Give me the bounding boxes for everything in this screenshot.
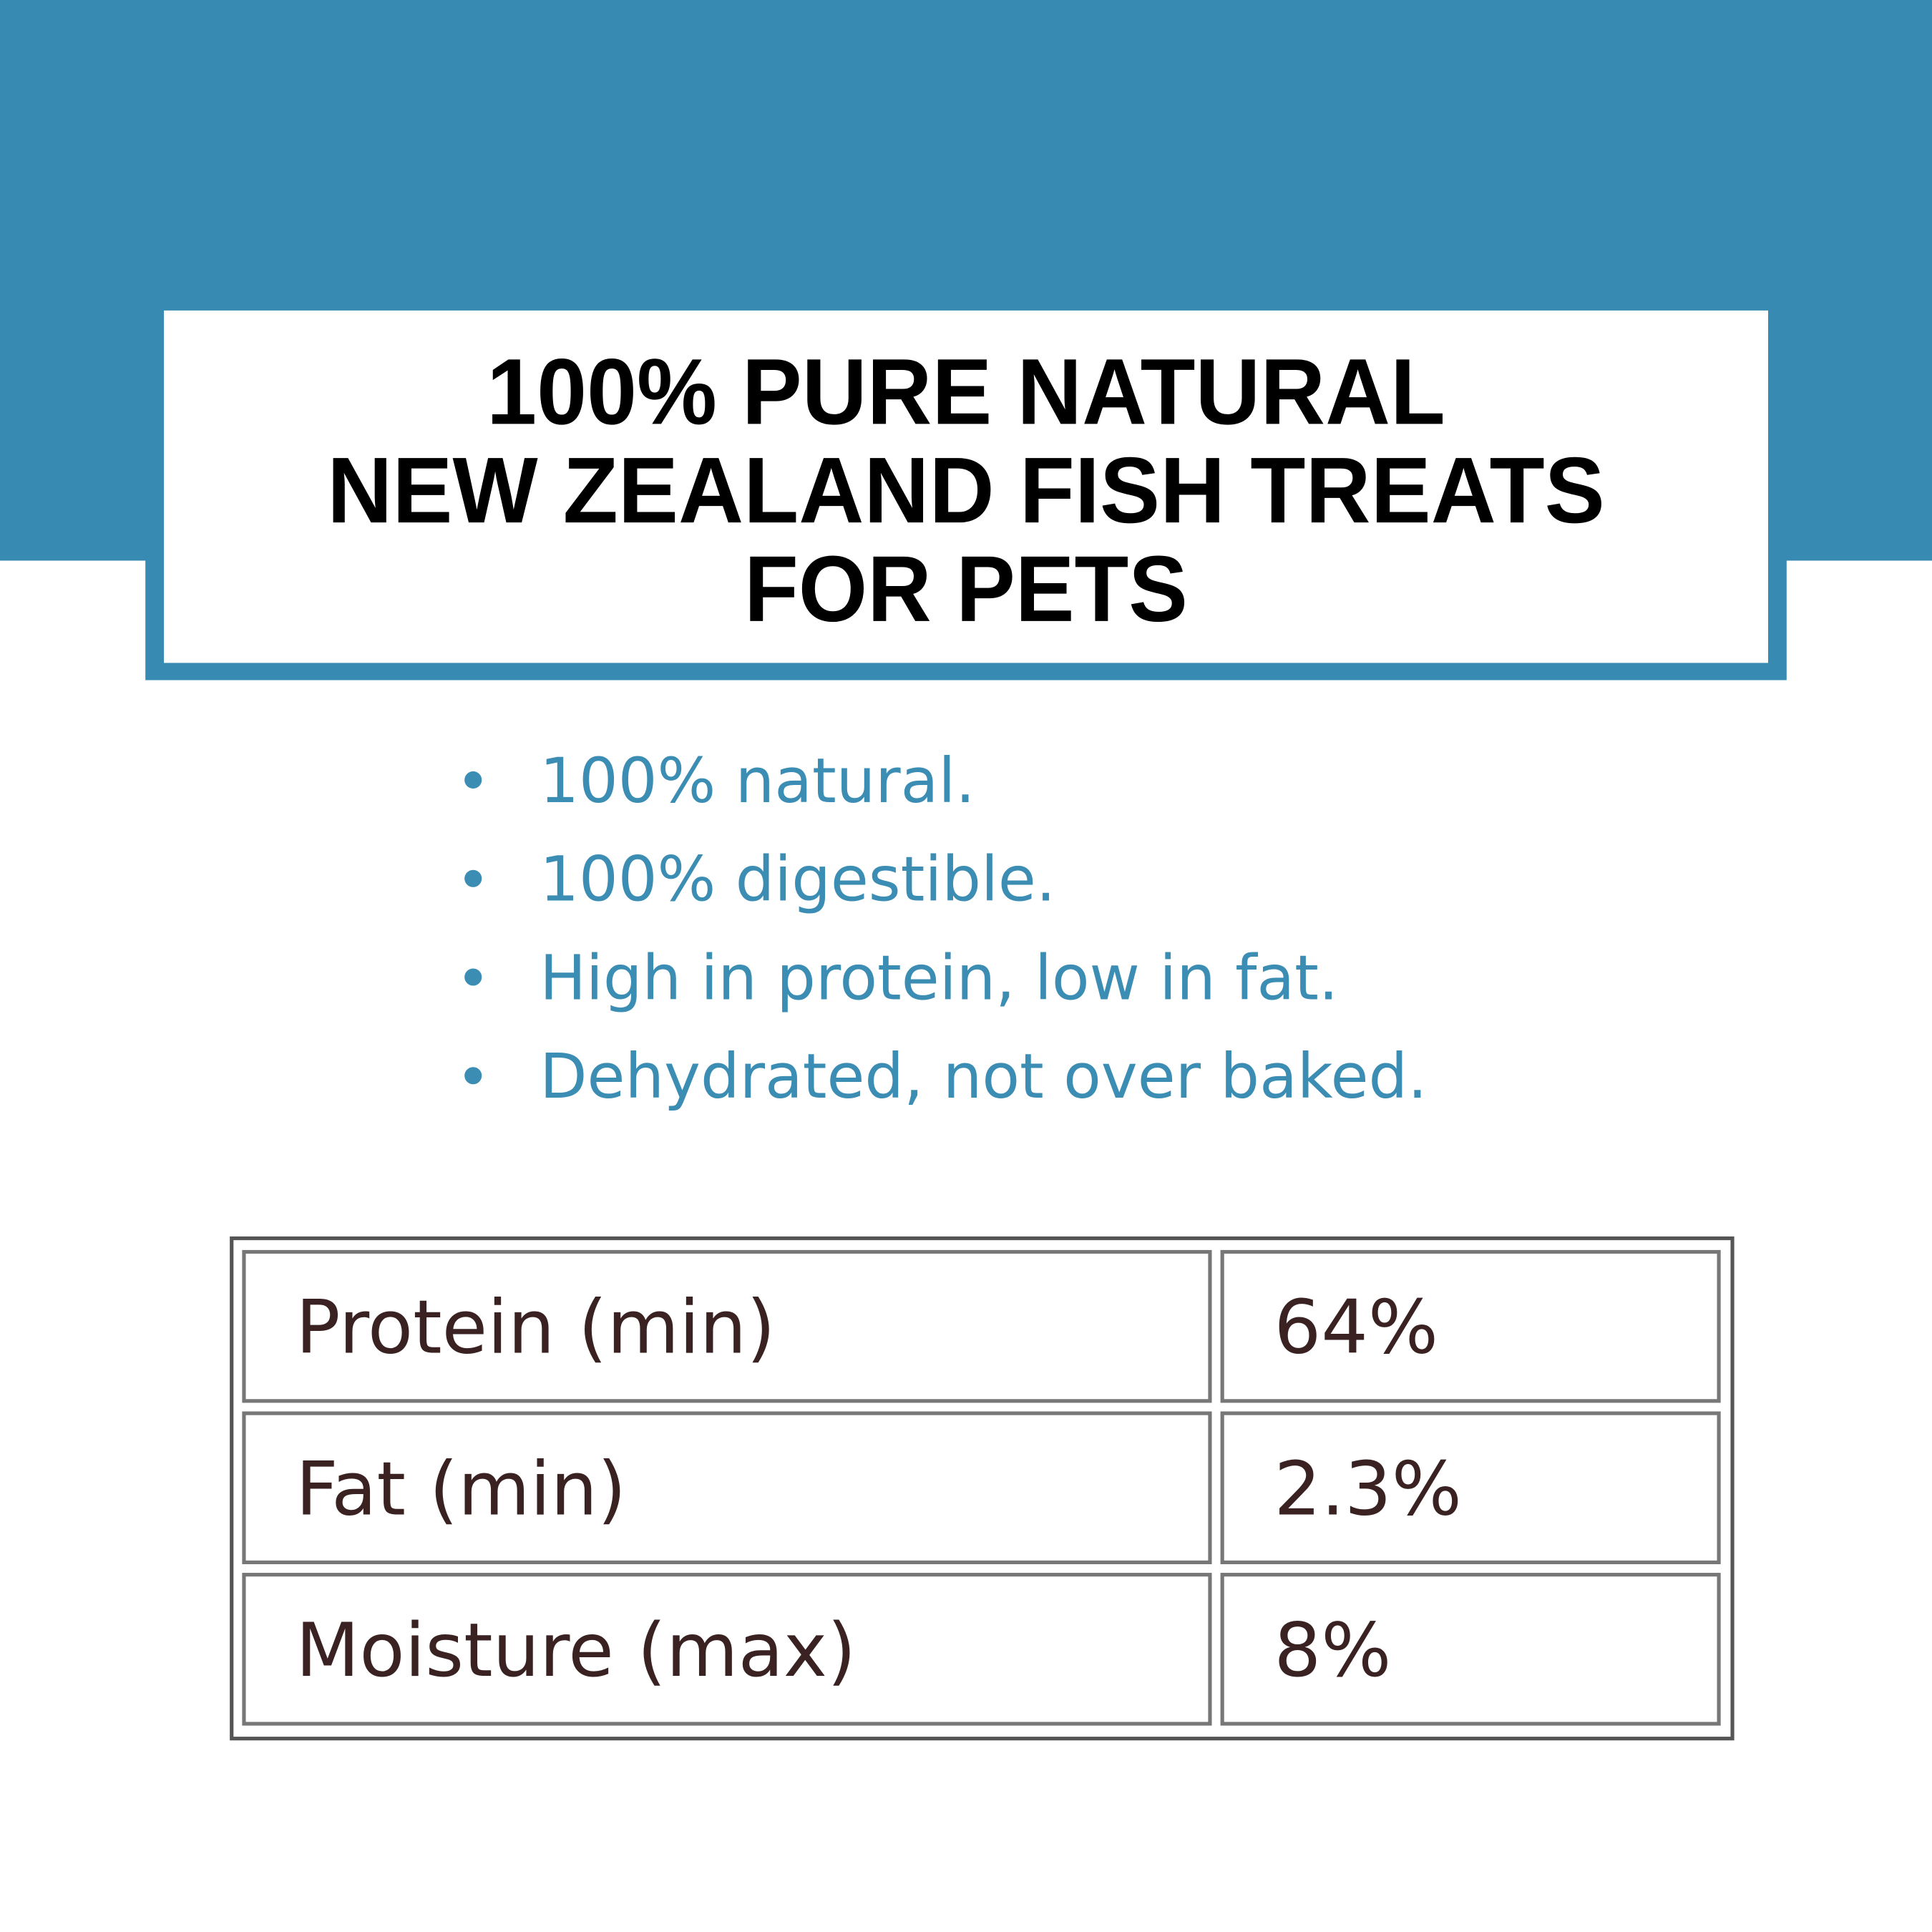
cell-text: 2.3% <box>1274 1446 1461 1532</box>
title-line: 100% PURE NATURAL <box>487 339 1445 444</box>
cell-text: Protein (min) <box>296 1285 775 1371</box>
table-frame <box>230 1236 1735 1741</box>
bullet-dot <box>464 968 482 986</box>
title-line: FOR PETS <box>744 537 1188 641</box>
table-cell <box>1220 1249 1721 1403</box>
table-cell <box>242 1249 1212 1403</box>
cell-text: Moisture (max) <box>296 1608 856 1694</box>
table-cell <box>1220 1573 1721 1726</box>
cell-text: Fat (min) <box>296 1446 626 1532</box>
bullet-text: Dehydrated, not over baked. <box>540 1041 1427 1113</box>
table-cell <box>242 1573 1212 1726</box>
cell-text: 64% <box>1274 1285 1438 1371</box>
bullet-text: 100% natural. <box>540 746 975 817</box>
bullet-text: 100% digestible. <box>540 844 1055 916</box>
title-line: NEW ZEALAND FISH TREATS <box>327 438 1605 542</box>
table-cell <box>1220 1411 1721 1565</box>
table-cell <box>242 1411 1212 1565</box>
bullet-dot <box>464 1067 482 1085</box>
cell-text: 8% <box>1274 1608 1391 1694</box>
bullet-text: High in protein, low in fat. <box>540 942 1338 1014</box>
bullet-dot <box>464 771 482 789</box>
title-box <box>164 310 1768 663</box>
bullet-dot <box>464 869 482 887</box>
